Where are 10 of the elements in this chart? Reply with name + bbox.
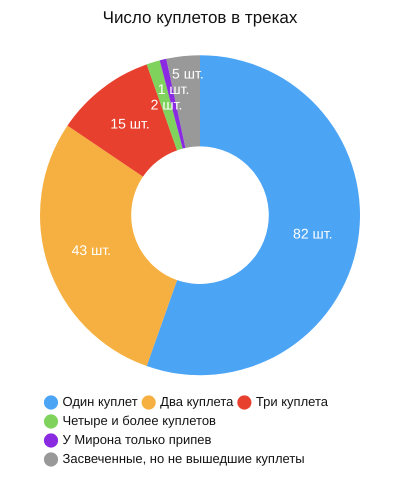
legend-label: Один куплет	[62, 394, 138, 410]
legend-label: У Мирона только припев	[62, 432, 212, 448]
data-label: 15 шт.	[110, 116, 150, 132]
legend-label: Четыре и более куплетов	[62, 413, 216, 428]
legend-label: Засвеченные, но не вышедшие куплеты	[62, 451, 305, 466]
legend-label: Два куплета	[160, 394, 234, 410]
legend-label: Три куплета	[256, 394, 329, 410]
data-label: 43 шт.	[72, 242, 112, 258]
data-label: 82 шт.	[293, 225, 332, 242]
chart-title: Число куплетов в треках	[102, 8, 298, 27]
